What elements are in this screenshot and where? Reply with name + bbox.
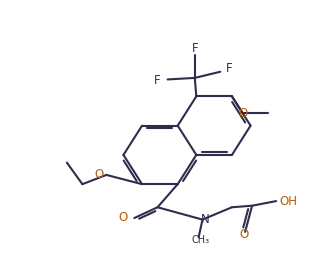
Text: O: O [238, 107, 247, 120]
Text: F: F [225, 62, 232, 75]
Text: OH: OH [279, 195, 297, 207]
Text: N: N [200, 213, 209, 226]
Text: O: O [239, 228, 248, 241]
Text: F: F [154, 75, 161, 88]
Text: CH₃: CH₃ [191, 235, 209, 245]
Text: O: O [94, 168, 103, 181]
Text: F: F [191, 42, 198, 55]
Text: O: O [119, 211, 128, 224]
